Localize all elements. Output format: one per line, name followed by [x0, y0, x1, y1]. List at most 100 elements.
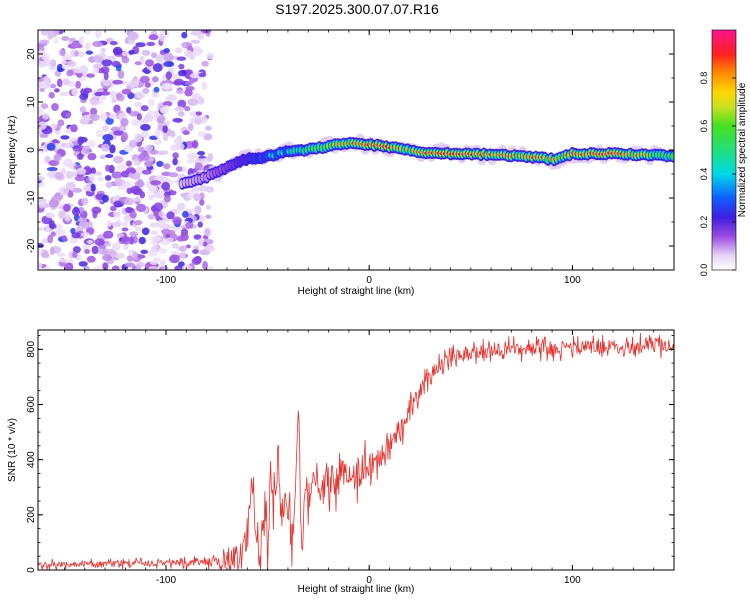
spectrogram-noise-blob	[185, 244, 191, 249]
spectrogram-noise-blob	[197, 131, 207, 137]
spectrogram-noise-blob	[192, 249, 199, 255]
spectrogram-noise-blob	[78, 220, 90, 230]
spectrogram-noise-blob	[109, 144, 116, 154]
spectrogram-noise-blob	[51, 103, 59, 111]
spectrogram-noise-blob	[87, 152, 97, 161]
spectrogram-noise-blob	[141, 169, 152, 175]
spectrogram-noise-blob	[144, 82, 151, 88]
spectrogram-noise-blob	[38, 50, 47, 56]
spectrogram-noise-blob	[200, 158, 210, 165]
snr-y-tick-label: 0	[26, 567, 37, 573]
spectrogram-noise-blob	[65, 181, 76, 191]
spectrogram-noise-blob	[194, 205, 202, 215]
snr-y-tick-label: 200	[26, 506, 37, 523]
spectrogram-noise-blob	[205, 214, 212, 219]
spectrogram-noise-blob	[136, 113, 142, 121]
spectrogram-noise-blob	[108, 114, 118, 119]
spectrogram-noise-blob	[129, 111, 140, 117]
spectrogram-noise-blob	[116, 185, 127, 191]
spectrogram-noise-blob	[128, 139, 138, 148]
colorbar-tick-label: 0.8	[699, 72, 709, 85]
spectrogram-noise-blob	[139, 191, 146, 199]
spectrogram-noise-blob	[151, 235, 162, 242]
spectrogram-noise-blob	[54, 153, 62, 162]
spectrogram-noise-blob	[182, 130, 190, 136]
spectrogram-noise-blob	[161, 181, 171, 191]
spectrogram-noise-blob	[165, 96, 175, 101]
spectrogram-noise-blob	[174, 78, 185, 86]
spectrogram-noise-blob	[191, 257, 202, 265]
spectrogram-noise-blob	[48, 91, 55, 99]
spectrogram-noise-blob	[83, 185, 92, 192]
spectrogram-noise-blob	[47, 33, 53, 40]
spectrogram-noise-blob	[126, 106, 132, 114]
spectrogram-noise-blob	[195, 111, 202, 116]
spectrogram-noise-blob	[72, 251, 78, 258]
snr-y-tick-label: 400	[26, 451, 37, 468]
spectrogram-noise-blob	[135, 42, 146, 48]
spectrogram-noise-blob	[111, 171, 123, 179]
spectrogram-noise-blob	[101, 59, 113, 67]
spectrogram-noise-blob	[51, 30, 60, 36]
spectrogram-noise-blob	[163, 48, 170, 54]
spectrogram-noise-blob	[205, 125, 212, 131]
spectrogram-noise-blob	[60, 135, 70, 140]
spectrogram-noise-blob	[104, 175, 112, 181]
spectrogram-noise-blob	[134, 180, 145, 188]
spectrogram-noise-blob	[39, 201, 46, 206]
spectrogram-noise-blob	[54, 88, 60, 93]
spectrogram-noise-blob	[179, 251, 186, 260]
spectrogram-noise-blob	[147, 110, 156, 115]
spectrogram-noise-blob	[45, 212, 55, 219]
spectrogram-noise-blob	[172, 216, 182, 225]
spectrogram-noise-blob	[121, 132, 129, 142]
spectrogram-ridge-cell	[670, 153, 674, 160]
spectrogram-noise-blob	[115, 92, 123, 99]
spectrogram-noise-blob	[176, 235, 185, 242]
spectrogram-noise-blob	[127, 31, 139, 41]
spectrogram-noise-blob	[174, 106, 184, 112]
spectrogram-noise-blob	[159, 259, 166, 267]
colorbar-tick-label: 0.6	[699, 120, 709, 133]
spectrogram-noise-blob	[181, 31, 188, 39]
spectrogram-noise-blob	[163, 105, 170, 113]
spectrogram-noise-blob	[112, 79, 123, 85]
spectrogram-noise-blob	[113, 200, 122, 208]
spectrogram-noise-blob	[75, 168, 87, 175]
spectrogram-noise-blob	[72, 246, 81, 254]
spectrogram-noise-blob	[54, 171, 64, 180]
spectrogram-noise-blob	[122, 221, 129, 227]
spectrogram-noise-blob	[63, 158, 73, 168]
spectrogram-noise-blob	[193, 193, 201, 202]
colorbar-tick-label: 0.4	[699, 168, 709, 181]
spectrogram-noise-blob	[129, 231, 139, 237]
spectrogram-noise-blob	[116, 232, 125, 239]
spectrogram-noise-blob	[126, 160, 132, 167]
spectrogram-noise-blob	[126, 187, 133, 195]
spectrogram-noise-blob	[105, 181, 113, 188]
spectrogram-noise-blob	[93, 67, 100, 74]
spectrogram-noise-blob	[113, 210, 121, 219]
spectrogram-noise-blob	[85, 50, 94, 55]
spectrogram-noise-blob	[143, 114, 155, 122]
spectrogram-noise-blob	[205, 247, 216, 252]
spectrogram-noise-blob	[128, 50, 135, 55]
spectrogram-noise-blob	[63, 142, 75, 149]
spectrogram-noise-blob	[56, 78, 63, 88]
spectrogram-noise-blob	[140, 105, 149, 112]
spectrogram-noise-blob	[138, 236, 146, 245]
spectrogram-noise-blob	[121, 227, 129, 232]
spectrogram-noise-blob	[202, 261, 209, 270]
spectrogram-noise-blob	[64, 262, 74, 270]
spectrogram-noise-blob	[100, 154, 106, 160]
spectrogram-noise-blob	[102, 79, 111, 87]
spectrogram-noise-blob	[165, 71, 172, 80]
spectrogram-plot-area	[38, 30, 674, 270]
spectrogram-noise-blob	[185, 69, 193, 75]
spectrogram-noise-blob	[153, 86, 160, 93]
spectrogram-noise-blob	[66, 69, 74, 77]
spectrogram-noise-blob	[89, 113, 100, 121]
spectrogram-noise-blob	[73, 66, 83, 74]
spectrogram-noise-blob	[39, 87, 45, 93]
